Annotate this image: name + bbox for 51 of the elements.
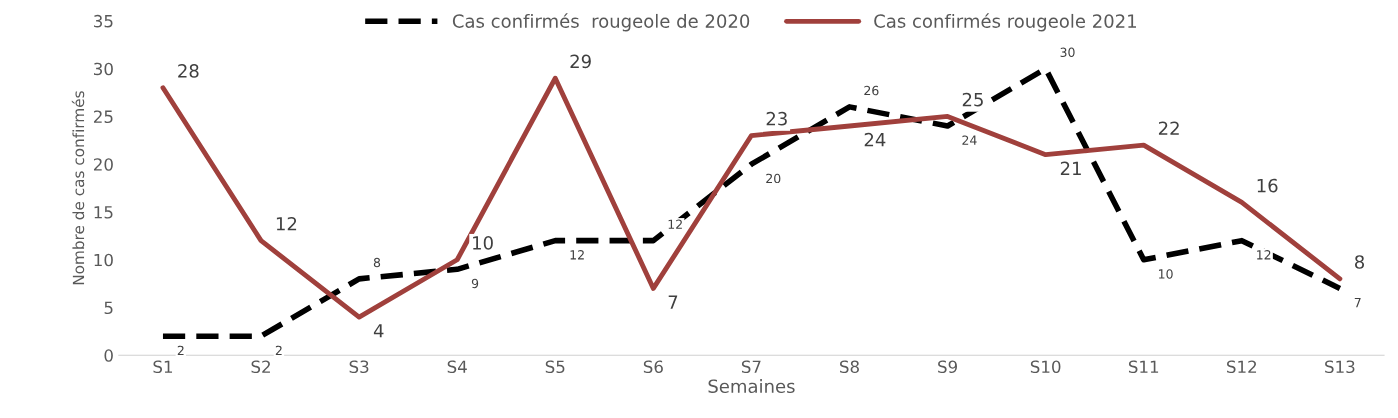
data-label: 7 — [1354, 298, 1361, 308]
y-tick-label: 25 — [93, 110, 113, 124]
x-tick-label: S8 — [840, 360, 859, 374]
data-label: 8 — [1355, 255, 1365, 269]
y-tick-label: 20 — [93, 158, 113, 171]
legend-label: Cas confirmés rougeole 2021 — [874, 13, 1136, 32]
y-tick-label: 5 — [104, 301, 113, 315]
data-label: 28 — [178, 64, 199, 78]
x-tick-label: S5 — [545, 360, 565, 374]
y-tick-label: 0 — [104, 349, 113, 362]
y-axis-title: Nombre de cas confirmés — [71, 91, 85, 285]
data-label: 2 — [275, 345, 282, 355]
data-label: 12 — [1257, 250, 1271, 260]
legend-label: Cas confirmés rougeole de 2020 — [452, 13, 750, 32]
data-label: 25 — [962, 92, 983, 107]
data-label: 12 — [570, 250, 584, 260]
data-label: 8 — [373, 257, 381, 268]
x-tick-label: S2 — [251, 360, 270, 374]
data-label: 30 — [1060, 47, 1075, 58]
data-label: 20 — [766, 173, 781, 184]
data-label: 10 — [473, 236, 493, 250]
data-label: 2 — [177, 345, 184, 355]
data-label: 12 — [276, 216, 297, 231]
data-label: 7 — [668, 295, 678, 309]
data-label: 10 — [1158, 269, 1173, 279]
x-tick-label: S13 — [1325, 360, 1355, 374]
x-tick-label: S12 — [1227, 360, 1257, 374]
data-label: 24 — [962, 135, 977, 145]
y-tick-label: 10 — [94, 253, 113, 267]
x-axis-title: Semaines — [708, 379, 795, 394]
data-label: 26 — [864, 85, 879, 96]
data-label: 12 — [668, 219, 682, 229]
data-label: 9 — [471, 278, 479, 289]
x-tick-label: S11 — [1128, 360, 1159, 374]
data-label: 21 — [1060, 161, 1081, 175]
data-label: 22 — [1158, 121, 1179, 135]
x-tick-label: S3 — [349, 360, 369, 374]
data-label: 24 — [864, 132, 886, 147]
x-tick-label: S4 — [447, 360, 467, 374]
y-tick-label: 30 — [94, 62, 113, 76]
data-label: 23 — [766, 111, 787, 126]
x-tick-label: S1 — [153, 360, 173, 374]
y-tick-label: 35 — [94, 14, 113, 28]
x-tick-label: S7 — [741, 360, 761, 374]
data-label: 4 — [373, 324, 384, 338]
x-tick-label: S10 — [1030, 360, 1061, 374]
data-label: 16 — [1257, 178, 1278, 193]
y-tick-label: 15 — [94, 206, 113, 219]
x-tick-label: S9 — [938, 360, 957, 374]
x-tick-label: S6 — [643, 360, 663, 374]
data-label: 29 — [570, 54, 591, 69]
